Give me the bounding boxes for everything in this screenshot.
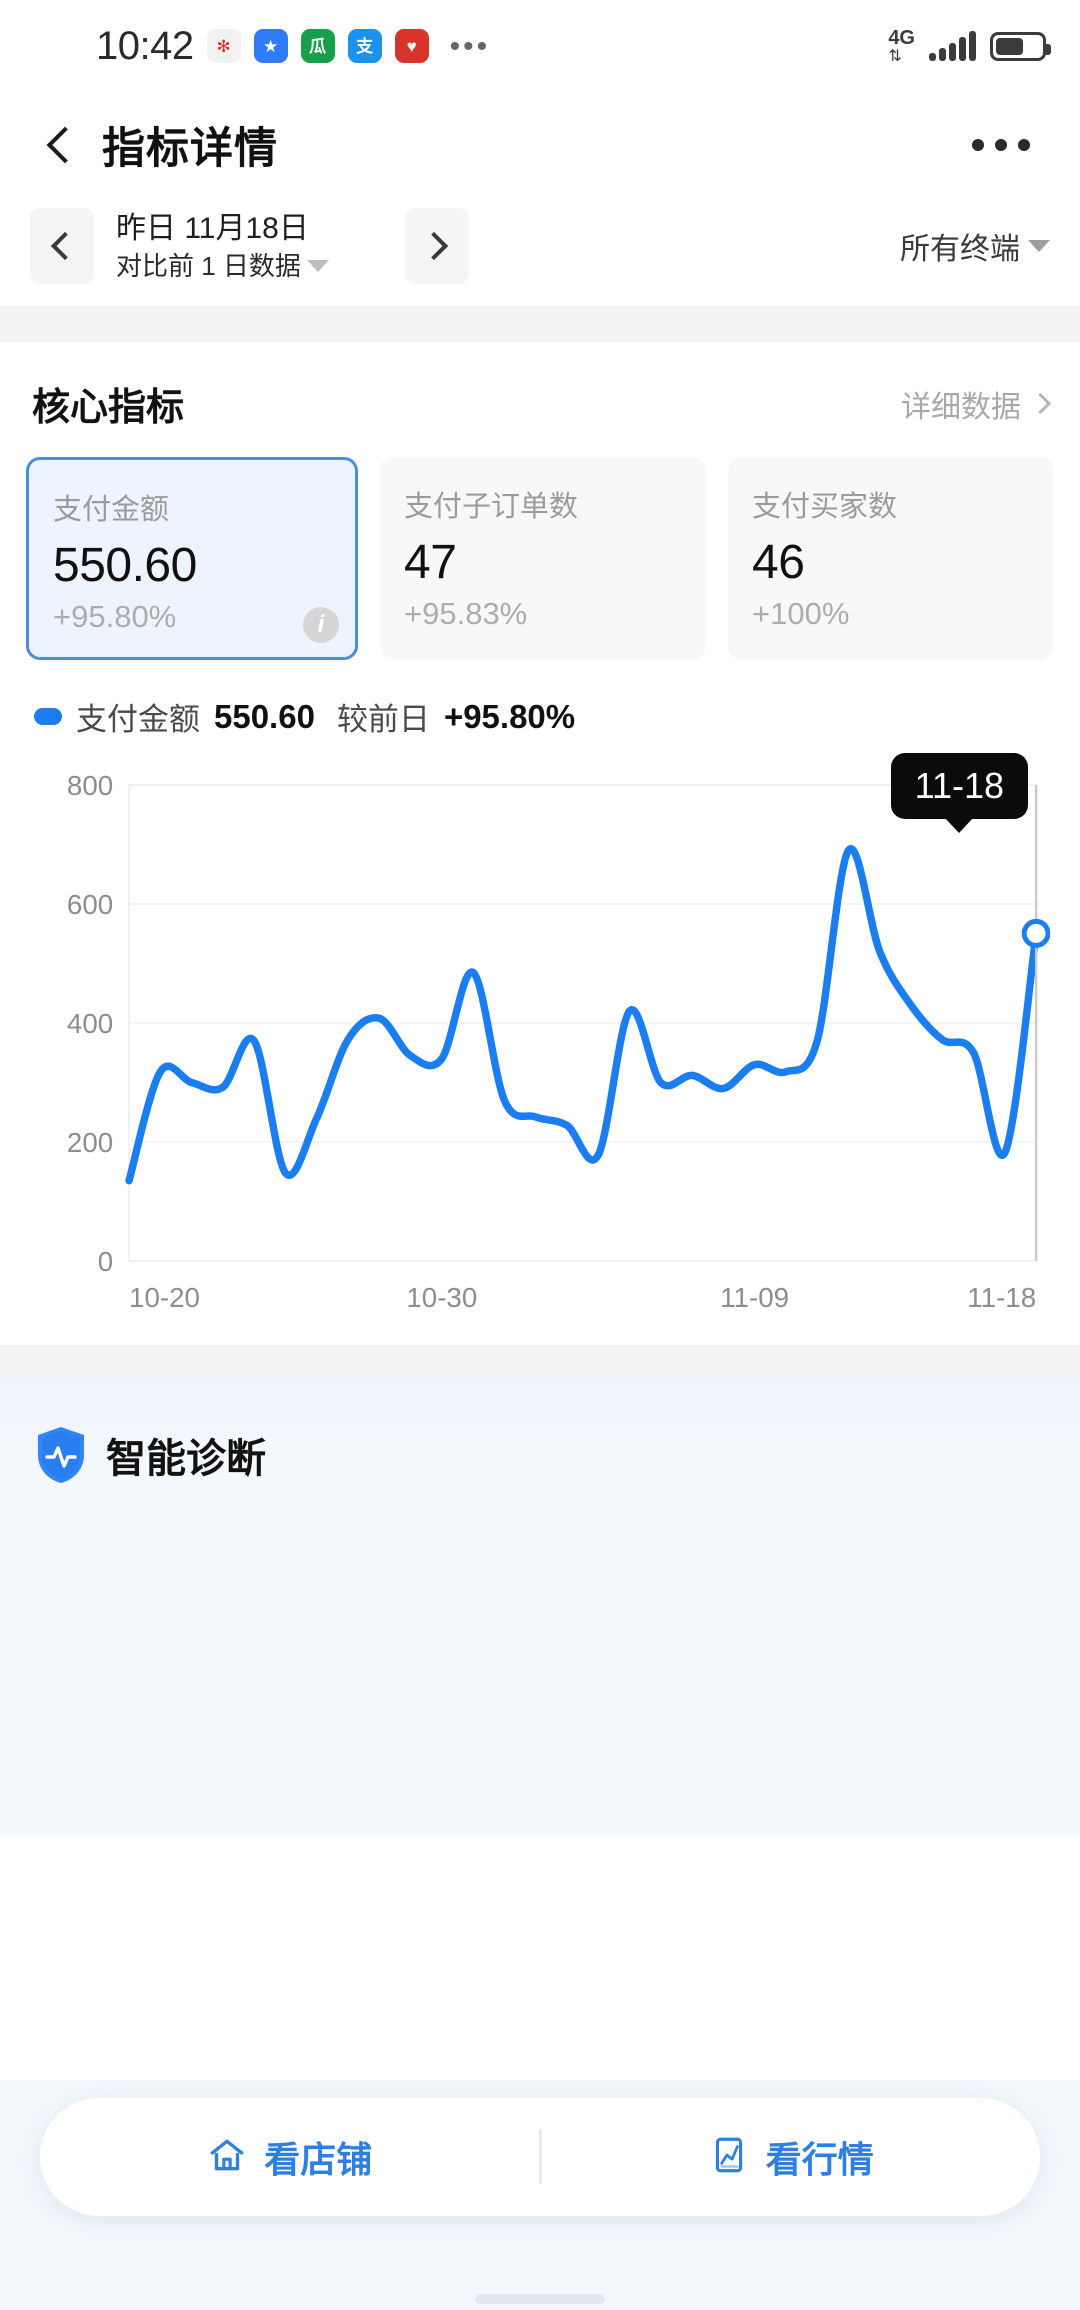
core-metrics-title: 核心指标 — [32, 387, 185, 429]
shield-pulse-icon — [34, 1425, 88, 1485]
status-bar: 10:42 ✻ ★ 瓜 支 ♥ ••• 4G ⇅ — [0, 0, 1080, 92]
back-chevron-icon[interactable] — [36, 122, 82, 168]
core-metrics-header: 核心指标 详细数据 — [26, 342, 1054, 457]
app-red-icon: ♥ — [394, 29, 429, 63]
metric-card-value: 550.60 — [53, 539, 197, 592]
bottom-item-view-market[interactable]: 看行情 — [542, 2131, 1041, 2183]
detail-data-link[interactable]: 详细数据 — [901, 382, 1052, 426]
date-main-label: 昨日 11月18日 — [116, 212, 309, 246]
svg-text:200: 200 — [67, 1127, 113, 1158]
svg-text:800: 800 — [67, 770, 113, 801]
legend-series-name: 支付金额 — [76, 702, 200, 737]
app-blue-icon: ★ — [253, 29, 288, 63]
svg-text:11-18: 11-18 — [967, 1282, 1036, 1313]
section-divider — [0, 306, 1080, 342]
metric-card-label: 支付买家数 — [752, 491, 898, 523]
core-metrics-panel: 核心指标 详细数据 支付金额 550.60 +95.80% i 支付子订单数 4… — [0, 342, 1080, 1345]
chart-legend: 支付金额 550.60 较前日 +95.80% — [26, 660, 1054, 745]
data-transfer-icon: ⇅ — [888, 47, 902, 65]
battery-icon — [990, 31, 1051, 61]
chevron-right-icon — [1029, 392, 1052, 415]
metric-card-delta: +95.80% — [53, 599, 177, 634]
bottom-item-view-shop[interactable]: 看店铺 — [40, 2131, 539, 2183]
market-chart-icon — [708, 2134, 750, 2181]
status-bar-left: 10:42 ✻ ★ 瓜 支 ♥ ••• — [96, 24, 490, 69]
compare-range-selector[interactable]: 对比前 1 日数据 — [116, 249, 329, 283]
svg-text:11-09: 11-09 — [720, 1282, 789, 1313]
metric-card-label: 支付子订单数 — [404, 491, 579, 523]
date-display[interactable]: 昨日 11月18日 对比前 1 日数据 — [116, 209, 329, 283]
chevron-down-icon — [306, 259, 329, 272]
network-type-label: 4G — [888, 26, 915, 49]
chevron-down-icon — [1028, 240, 1050, 252]
metric-card-payment-amount[interactable]: 支付金额 550.60 +95.80% i — [26, 457, 358, 660]
legend-compare-label: 较前日 — [336, 702, 430, 737]
section-divider — [0, 1345, 1080, 1379]
prev-day-button[interactable] — [30, 208, 94, 284]
status-overflow-icon: ••• — [449, 29, 491, 63]
bottom-item-label: 看店铺 — [264, 2139, 373, 2180]
bottom-action-bar: 看店铺 看行情 — [40, 2098, 1040, 2216]
date-selector-bar: 昨日 11月18日 对比前 1 日数据 所有终端 — [0, 198, 1080, 306]
bottom-bar-area: 看店铺 看行情 — [0, 2080, 1080, 2310]
bottom-item-label: 看行情 — [765, 2139, 874, 2180]
legend-compare-value: +95.80% — [443, 697, 576, 735]
trend-chart[interactable]: 0 200 400 600 800 10-20 10-30 11-09 11-18 11-18 — [26, 745, 1054, 1345]
next-day-button[interactable] — [404, 208, 469, 284]
smart-diagnosis-body — [0, 1505, 1080, 1835]
app-bar: 指标详情 — [0, 92, 1080, 198]
metric-card-delta: +100% — [752, 596, 850, 631]
smart-diagnosis-header: 智能诊断 — [0, 1379, 1080, 1505]
detail-data-label: 详细数据 — [901, 390, 1021, 424]
huawei-icon: ✻ — [206, 29, 241, 63]
guazi-icon: 瓜 — [300, 29, 335, 63]
legend-color-dot — [34, 708, 62, 725]
alipay-icon: 支 — [347, 29, 382, 63]
svg-text:400: 400 — [67, 1008, 113, 1039]
info-icon[interactable]: i — [303, 607, 339, 643]
svg-text:0: 0 — [98, 1246, 113, 1277]
status-time: 10:42 — [96, 23, 194, 68]
more-options-icon[interactable] — [958, 125, 1044, 165]
metric-card-label: 支付金额 — [53, 494, 170, 526]
status-bar-right: 4G ⇅ — [888, 28, 1051, 65]
terminal-filter-label: 所有终端 — [900, 233, 1020, 266]
legend-series-value: 550.60 — [214, 697, 315, 735]
svg-text:600: 600 — [67, 889, 113, 920]
metric-card-delta: +95.83% — [404, 596, 528, 631]
compare-range-label: 对比前 1 日数据 — [116, 250, 301, 281]
home-shop-icon — [206, 2134, 248, 2181]
signal-bars-icon — [929, 31, 976, 61]
svg-text:10-20: 10-20 — [129, 1282, 200, 1313]
smart-diagnosis-title: 智能诊断 — [106, 1437, 266, 1481]
svg-text:10-30: 10-30 — [406, 1282, 477, 1313]
home-indicator — [475, 2294, 605, 2304]
metric-card-value: 46 — [752, 536, 805, 589]
trend-chart-svg: 0 200 400 600 800 10-20 10-30 11-09 11-18 — [67, 770, 1050, 1313]
chart-tooltip: 11-18 — [890, 753, 1028, 819]
metric-card-list: 支付金额 550.60 +95.80% i 支付子订单数 47 +95.83% … — [26, 457, 1054, 660]
bottom-bar-divider — [538, 2130, 542, 2184]
metric-card-value: 47 — [404, 536, 457, 589]
terminal-filter-dropdown[interactable]: 所有终端 — [900, 224, 1050, 268]
metric-card-buyers[interactable]: 支付买家数 46 +100% — [728, 457, 1054, 660]
page-title: 指标详情 — [102, 125, 278, 173]
network-indicator: 4G ⇅ — [888, 28, 915, 65]
metric-card-sub-orders[interactable]: 支付子订单数 47 +95.83% — [380, 457, 706, 660]
